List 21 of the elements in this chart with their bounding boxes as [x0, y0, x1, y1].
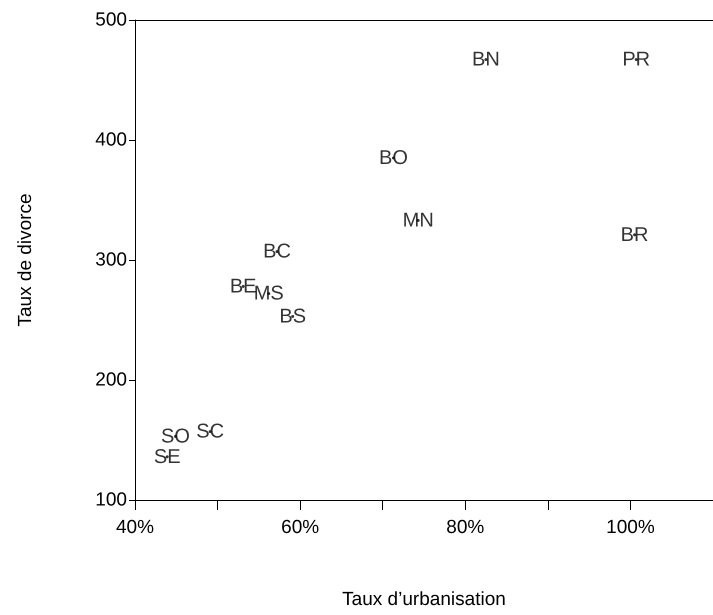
y-tick-label: 400 — [95, 130, 127, 150]
x-tick-label: 60% — [281, 517, 320, 538]
series-label: BN — [472, 48, 500, 71]
x-axis-title: Taux d’urbanisation — [342, 589, 506, 610]
series-label: PR — [622, 48, 650, 71]
series-label: BR — [620, 224, 648, 246]
series-label: SC — [196, 420, 224, 443]
y-tick-label: 200 — [95, 370, 127, 390]
series-label: BO — [378, 147, 408, 169]
y-tick-label: 300 — [95, 250, 127, 270]
series-label: BC — [263, 240, 291, 263]
x-tick-label: 100% — [606, 517, 655, 538]
series-label: SE — [154, 446, 181, 468]
series-label: SO — [161, 425, 190, 448]
y-tick-label: 500 — [95, 10, 127, 30]
y-tick-label: 100 — [95, 490, 127, 510]
series-label: MN — [402, 209, 434, 232]
x-tick-label: 80% — [446, 517, 484, 538]
series-label: BS — [279, 305, 306, 328]
y-axis-title: Taux de divorce — [15, 193, 36, 327]
x-tick-label: 40% — [116, 517, 154, 538]
